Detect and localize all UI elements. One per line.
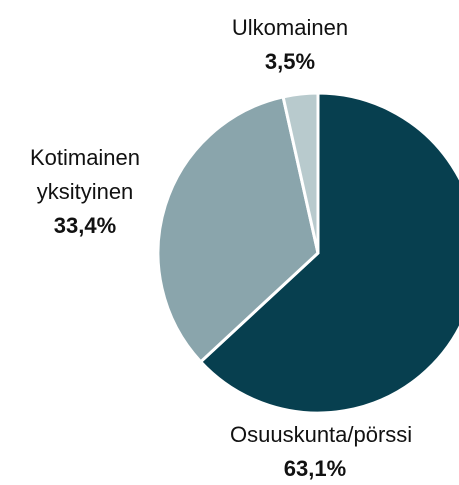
value-label: 63,1% <box>283 456 347 481</box>
slice-label: Ulkomainen 3,5% <box>210 11 370 79</box>
slice-label: Kotimainen yksityinen 33,4% <box>5 141 165 243</box>
value-label: 33,4% <box>53 213 117 238</box>
value-label: 3,5% <box>264 49 316 74</box>
pie-slice <box>281 91 320 255</box>
pie-slice <box>199 91 459 415</box>
category-label: Osuuskunta/pörssi <box>230 422 413 447</box>
category-label: Ulkomainen <box>231 15 349 40</box>
slice-label: Osuuskunta/pörssi 63,1% <box>230 418 413 485</box>
pie-slice <box>156 95 320 364</box>
category-label: Kotimainen yksityinen <box>29 145 141 204</box>
